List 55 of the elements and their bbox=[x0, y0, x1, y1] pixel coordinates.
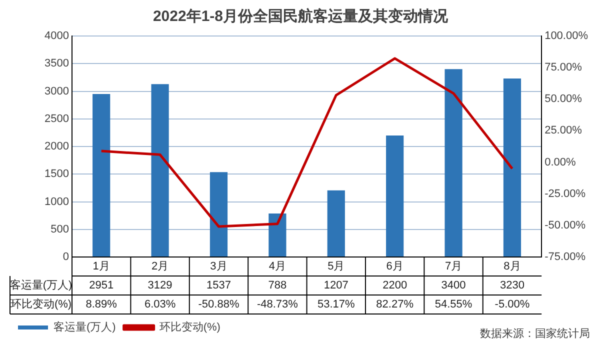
source-note: 数据来源：国家统计局 bbox=[480, 327, 590, 340]
y2-tick-label: -50.00% bbox=[544, 219, 586, 232]
data-label: 82.27% bbox=[376, 298, 414, 311]
x-tick-label: 8月 bbox=[504, 260, 521, 273]
y2-tick-label: 25.00% bbox=[544, 124, 582, 137]
data-label: 788 bbox=[268, 280, 287, 292]
y-tick-label: 1000 bbox=[44, 196, 69, 208]
data-label: 3230 bbox=[500, 280, 524, 292]
y-tick-label: 2500 bbox=[44, 112, 69, 125]
y2-tick-label: 50.00% bbox=[544, 93, 582, 106]
legend-label: 环比变动(%) bbox=[159, 320, 220, 334]
data-label: 3129 bbox=[148, 280, 172, 292]
data-label: 1537 bbox=[206, 280, 231, 292]
data-label: -50.88% bbox=[198, 298, 240, 311]
x-tick-label: 2月 bbox=[151, 260, 169, 273]
y2-tick-label: -25.00% bbox=[544, 188, 586, 200]
x-tick-label: 4月 bbox=[268, 260, 286, 273]
y-tick-label: 4000 bbox=[44, 30, 69, 42]
text: 客运量(万人) bbox=[10, 280, 72, 292]
x-tick-label: 7月 bbox=[444, 260, 462, 273]
bar bbox=[92, 94, 110, 256]
y-tick-label: 3000 bbox=[44, 85, 69, 98]
data-label: 8.89% bbox=[86, 298, 118, 311]
data-label: -5.00% bbox=[494, 298, 530, 311]
data-label: 53.17% bbox=[317, 298, 356, 311]
bar bbox=[327, 190, 345, 256]
data-label: 2951 bbox=[89, 280, 114, 292]
data-label: 6.03% bbox=[144, 298, 176, 311]
y2-tick-label: 100.00% bbox=[544, 30, 588, 42]
data-label: 54.55% bbox=[434, 298, 472, 311]
bar bbox=[210, 172, 228, 256]
data-label: -48.73% bbox=[256, 298, 298, 311]
x-tick-label: 1月 bbox=[92, 260, 110, 273]
y-tick-label: 500 bbox=[50, 223, 69, 236]
x-tick-label: 5月 bbox=[328, 260, 345, 273]
data-label: 2200 bbox=[382, 280, 408, 292]
data-label: 3400 bbox=[441, 280, 466, 292]
bar bbox=[268, 213, 286, 256]
bar bbox=[386, 135, 404, 256]
y-tick-label: 2000 bbox=[44, 140, 69, 153]
x-tick-label: 3月 bbox=[210, 260, 228, 273]
bar bbox=[444, 69, 462, 256]
y2-tick-label: 0.00% bbox=[544, 156, 576, 168]
bar bbox=[151, 84, 169, 256]
x-tick-label: 6月 bbox=[386, 260, 404, 273]
chart-title: 2022年1-8月份全国民航客运量及其变动情况 bbox=[152, 7, 450, 26]
y2-tick-label: -75.00% bbox=[544, 251, 586, 264]
legend-label: 客运量(万人) bbox=[54, 320, 116, 334]
y-tick-label: 1500 bbox=[44, 168, 69, 180]
y2-tick-label: 75.00% bbox=[544, 62, 582, 74]
text: 环比变动(%) bbox=[10, 298, 72, 311]
data-label: 1207 bbox=[324, 280, 348, 292]
y-tick-label: 0 bbox=[62, 251, 69, 264]
y-tick-label: 3500 bbox=[44, 58, 69, 70]
bar bbox=[503, 78, 522, 256]
